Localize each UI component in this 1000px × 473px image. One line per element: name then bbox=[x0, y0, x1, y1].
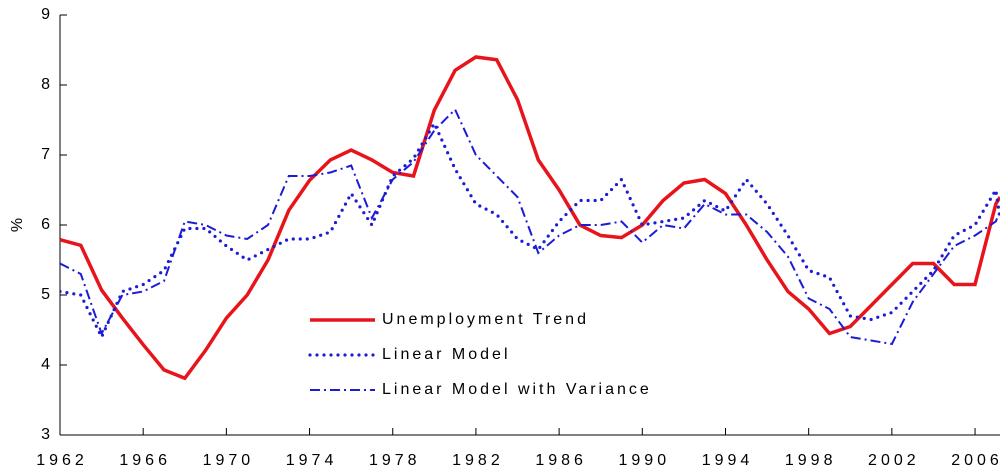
x-tick-label: 1998 bbox=[785, 452, 837, 469]
x-tick-label: 1966 bbox=[119, 452, 171, 469]
y-tick-label: 4 bbox=[41, 356, 50, 373]
x-tick-label: 1986 bbox=[535, 452, 587, 469]
x-tick-label: 1978 bbox=[369, 452, 421, 469]
y-tick-label: 8 bbox=[41, 76, 50, 93]
x-tick-label: 2006 bbox=[951, 452, 1000, 469]
legend-label: Linear Model with Variance bbox=[382, 381, 652, 398]
x-tick-label: 1994 bbox=[702, 452, 754, 469]
x-tick-label: 2002 bbox=[868, 452, 920, 469]
series-line bbox=[60, 107, 1000, 346]
y-tick-label: 6 bbox=[41, 216, 50, 233]
y-tick-label: 3 bbox=[41, 426, 50, 443]
legend-label: Unemployment Trend bbox=[382, 311, 589, 328]
plot-area bbox=[60, 55, 1000, 381]
x-tick-label: 1974 bbox=[286, 452, 338, 469]
x-tick-label: 1982 bbox=[452, 452, 504, 469]
series-line bbox=[60, 55, 1000, 381]
x-tick-label: 1990 bbox=[619, 452, 671, 469]
y-tick-label: 9 bbox=[41, 6, 50, 23]
y-tick-label: 5 bbox=[41, 286, 50, 303]
series-line bbox=[60, 120, 1000, 341]
x-tick-label: 1970 bbox=[203, 452, 255, 469]
y-tick-label: 7 bbox=[41, 146, 50, 163]
legend-label: Linear Model bbox=[382, 346, 511, 363]
x-tick-label: 1962 bbox=[36, 452, 88, 469]
y-axis-label: % bbox=[9, 218, 26, 232]
